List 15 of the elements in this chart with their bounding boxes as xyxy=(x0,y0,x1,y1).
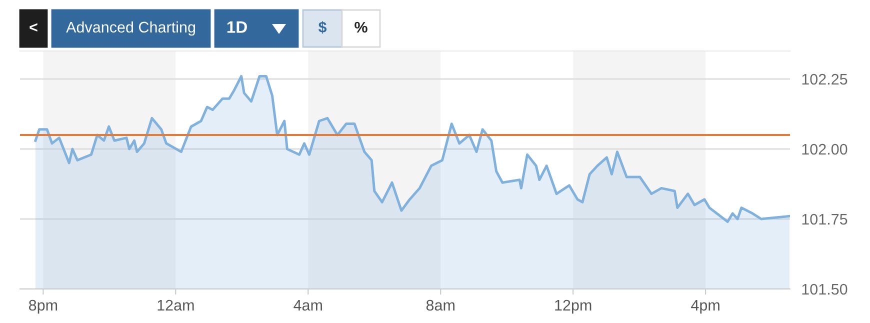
y-tick-label: 102.00 xyxy=(802,144,848,155)
text: $ xyxy=(318,21,327,34)
text: 1D xyxy=(227,21,247,33)
text: Advanced Charting xyxy=(66,21,195,36)
x-tick-label: 4pm xyxy=(691,300,720,314)
y-tick-label: 102.25 xyxy=(802,74,848,85)
x-tick-label: 12am xyxy=(158,300,194,311)
text: % xyxy=(354,22,368,33)
x-tick-label: 12pm xyxy=(555,300,592,314)
text: < xyxy=(30,23,38,32)
y-tick-label: 101.75 xyxy=(802,214,848,225)
x-tick-label: 8am xyxy=(426,300,454,311)
y-tick-label: 101.50 xyxy=(802,284,848,295)
x-tick-label: 8pm xyxy=(28,300,58,314)
x-tick-label: 4am xyxy=(294,300,322,311)
